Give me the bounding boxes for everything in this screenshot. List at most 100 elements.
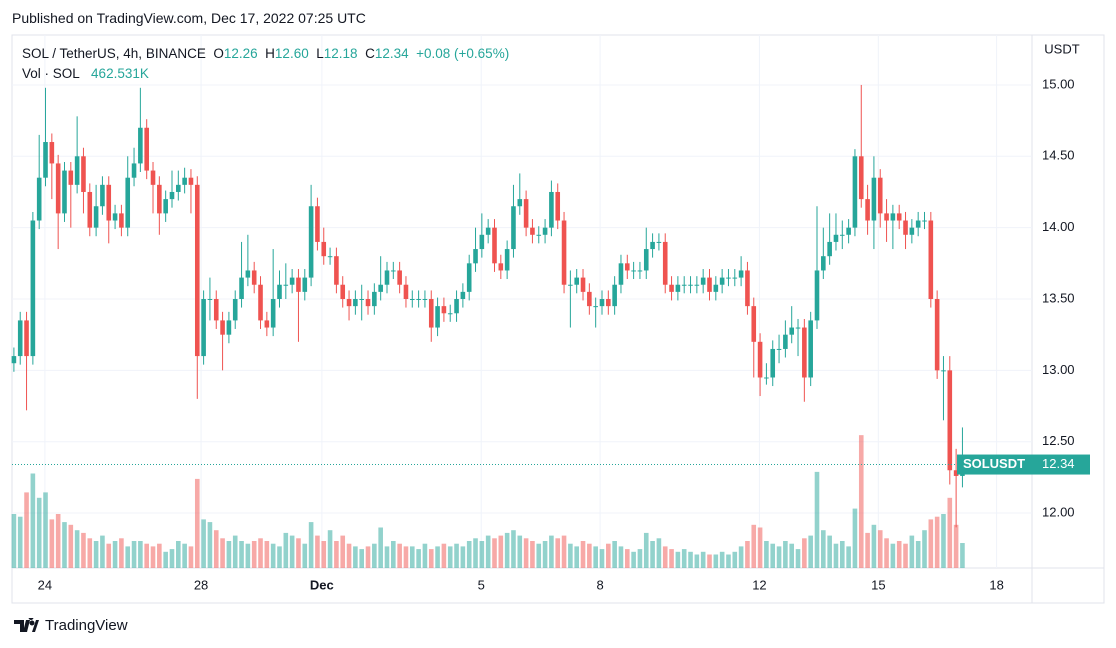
volume-bar <box>606 543 611 568</box>
volume-bar <box>719 551 725 568</box>
volume-bar <box>397 543 402 568</box>
candle-body <box>839 234 845 236</box>
volume-bar <box>422 543 428 568</box>
candle-body <box>277 284 282 300</box>
volume-bar <box>194 478 200 568</box>
candle-body <box>707 277 712 292</box>
volume-bar <box>599 549 605 568</box>
volume-bar <box>549 535 554 568</box>
chart-frame <box>11 34 1105 604</box>
volume-bar <box>504 532 510 568</box>
candle-body <box>713 284 719 292</box>
volume-bar <box>960 543 965 568</box>
volume-bar <box>283 532 289 568</box>
candle-body <box>631 270 636 272</box>
volume-bar <box>656 538 662 568</box>
volume-bar <box>106 543 112 568</box>
y-tick-label: 14.50 <box>1042 148 1075 163</box>
volume-bar <box>49 519 55 568</box>
candle-body <box>302 277 308 292</box>
candle-body <box>530 227 535 235</box>
volume-bar <box>289 535 295 568</box>
candle-body <box>479 234 485 250</box>
candle-body <box>877 177 883 214</box>
volume-bar <box>201 519 206 568</box>
volume-bar <box>568 543 573 568</box>
candle-body <box>953 470 959 476</box>
volume-bar <box>30 473 36 568</box>
candle-body <box>372 291 377 307</box>
volume-bar <box>416 549 421 568</box>
candle-body <box>112 213 118 221</box>
x-tick-label: 18 <box>989 577 1003 592</box>
candle-body <box>656 241 662 243</box>
volume-bar <box>93 541 99 568</box>
candle-body <box>473 249 478 264</box>
candle-body <box>359 299 364 301</box>
candle-body <box>593 306 598 308</box>
candle-body <box>454 299 459 314</box>
volume-bar <box>340 535 346 568</box>
volume-bar <box>808 535 813 568</box>
volume-bar <box>391 541 396 568</box>
volume-bar <box>55 514 61 568</box>
volume-bar <box>150 546 156 568</box>
volume-bar <box>662 546 668 568</box>
volume-bar <box>365 546 371 568</box>
candle-body <box>612 284 617 307</box>
volume-bar <box>112 541 118 568</box>
volume-bar <box>707 554 712 568</box>
footer: TradingView <box>14 617 128 634</box>
volume-bar <box>144 543 149 568</box>
candle-body <box>492 227 497 264</box>
candle-body <box>157 184 162 214</box>
volume-bar <box>346 543 352 568</box>
candle-body <box>852 156 858 228</box>
candle-body <box>928 220 934 300</box>
volume-bar <box>409 546 415 568</box>
volume-bar <box>277 546 282 568</box>
volume-bar <box>751 524 757 568</box>
candle-body <box>517 199 523 207</box>
volume-bar <box>232 535 238 568</box>
symbol: SOL / TetherUS, 4h, BINANCE <box>22 46 206 61</box>
volume-bar <box>574 546 579 568</box>
candle-body <box>144 127 149 171</box>
candle-body <box>624 263 630 271</box>
c-value: 12.34 <box>374 46 409 61</box>
candle-body <box>675 284 681 292</box>
candle-body <box>150 170 156 185</box>
candle-body <box>258 284 263 321</box>
volume-bar <box>764 541 769 568</box>
volume-bar <box>795 549 801 568</box>
candle-body <box>751 306 757 342</box>
volume-bar <box>523 538 529 568</box>
volume-bar <box>827 535 832 568</box>
volume-bar <box>624 549 630 568</box>
volume-bar <box>637 549 643 568</box>
volume-bar <box>839 541 845 568</box>
volume-bar <box>928 519 934 568</box>
publish-note: Published on TradingView.com, Dec 17, 20… <box>12 10 366 26</box>
volume-bar <box>125 546 131 568</box>
candle-body <box>738 270 744 278</box>
volume-bar <box>182 543 187 568</box>
volume-bar <box>207 522 213 568</box>
candle-body <box>353 299 358 307</box>
volume-bar <box>877 530 883 568</box>
volume-bar <box>36 497 42 568</box>
volume-bar <box>68 524 74 568</box>
y-tick-label: 15.00 <box>1042 76 1075 91</box>
y-tick-label: 12.00 <box>1042 504 1075 519</box>
volume-bar <box>100 535 105 568</box>
x-tick-label: 12 <box>752 577 766 592</box>
volume-bar <box>359 549 364 568</box>
volume-bar <box>454 543 459 568</box>
candle-body <box>688 284 693 286</box>
l-value: 12.18 <box>323 46 358 61</box>
candle-body <box>441 306 447 314</box>
volume-bar <box>555 538 561 568</box>
candle-body <box>606 299 611 307</box>
volume-bar <box>479 541 485 568</box>
candle-body <box>865 199 870 221</box>
